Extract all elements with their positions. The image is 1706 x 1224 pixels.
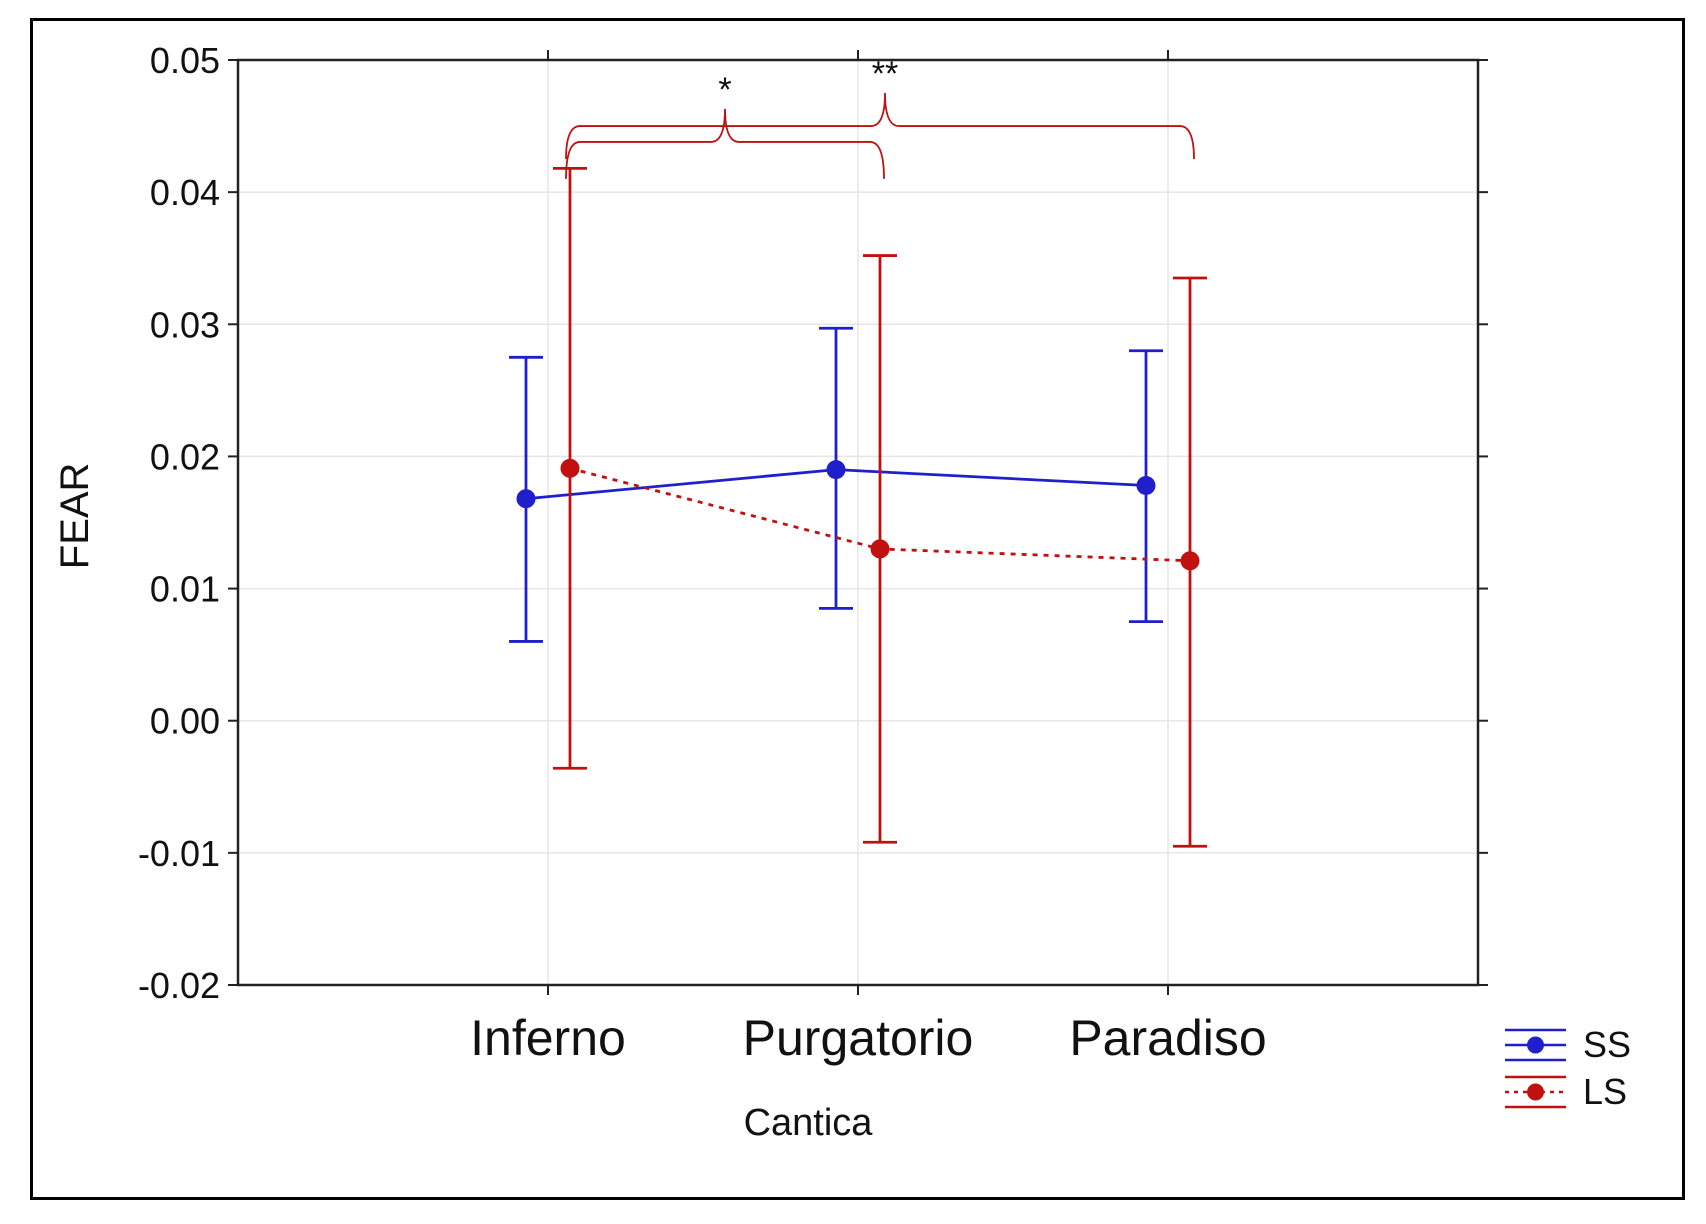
y-tick-label: 0.01 xyxy=(150,569,220,610)
y-tick-label: 0.00 xyxy=(150,701,220,742)
data-point-SS xyxy=(826,460,846,480)
figure-frame xyxy=(30,18,1685,1200)
y-tick-label: 0.03 xyxy=(150,304,220,345)
y-axis-label: FEAR xyxy=(53,463,97,570)
x-tick-label: Inferno xyxy=(470,1010,626,1066)
data-point-SS xyxy=(1136,476,1156,495)
data-point-LS xyxy=(560,458,580,478)
x-axis-label: Cantica xyxy=(744,1102,874,1144)
legend-item-LS: LS xyxy=(1505,1071,1627,1112)
legend-marker xyxy=(1527,1083,1544,1101)
x-tick-label: Paradiso xyxy=(1069,1010,1266,1066)
legend-item-SS: SS xyxy=(1505,1024,1631,1065)
y-tick-label: -0.02 xyxy=(138,965,220,1006)
y-tick-label: 0.04 xyxy=(150,172,220,213)
y-tick-label: 0.02 xyxy=(150,436,220,477)
series-LS xyxy=(553,166,1207,848)
data-point-SS xyxy=(516,489,536,509)
series-SS xyxy=(509,326,1163,643)
data-point-LS xyxy=(1180,551,1200,571)
data-point-LS xyxy=(870,539,890,559)
x-tick-label: Purgatorio xyxy=(743,1010,974,1066)
y-tick-label: -0.01 xyxy=(138,833,220,874)
significance-label: ** xyxy=(872,55,898,93)
legend-marker xyxy=(1527,1036,1544,1054)
legend-label: LS xyxy=(1583,1071,1627,1112)
y-tick-label: 0.05 xyxy=(150,40,220,81)
significance-bracket xyxy=(565,108,885,179)
significance-label: * xyxy=(718,71,731,109)
legend-label: SS xyxy=(1583,1024,1631,1065)
legend: SS LS xyxy=(1505,1024,1631,1112)
